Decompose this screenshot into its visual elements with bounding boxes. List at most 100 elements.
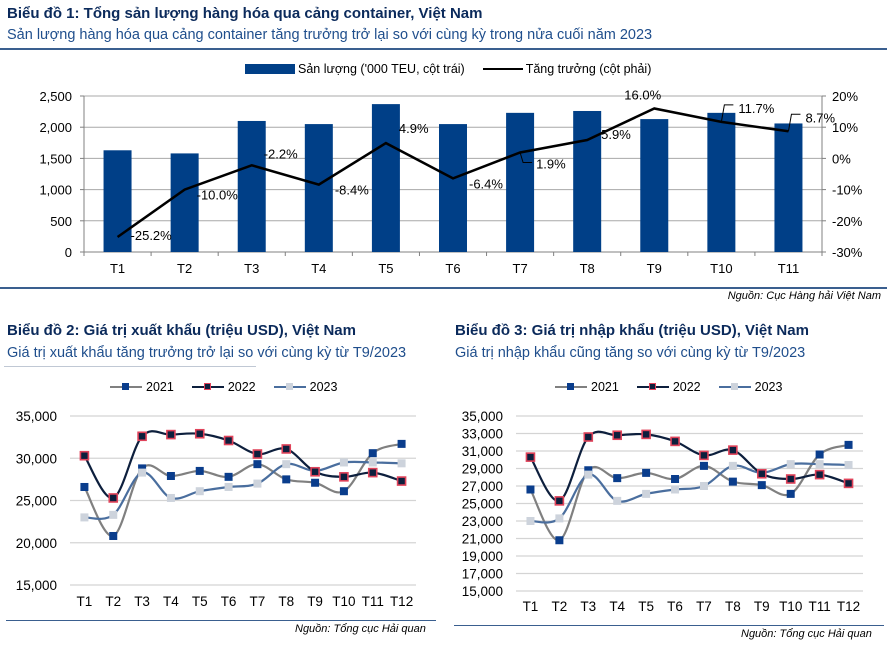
x-tick-label: T2	[105, 594, 121, 609]
chart2-subtitle: Giá trị xuất khẩu tăng trưởng trở lại so…	[7, 345, 407, 361]
data-label: -6.4%	[469, 176, 503, 191]
x-tick-label: T5	[638, 599, 654, 614]
data-point-2021	[815, 450, 824, 459]
legend-label-2021: 2021	[591, 380, 619, 394]
chart1-subtitle: Sản lượng hàng hóa qua cảng container tă…	[7, 27, 653, 43]
y-tick-label: 33,000	[462, 427, 503, 442]
x-tick-label: T4	[163, 594, 179, 609]
y-tick-label: 20,000	[16, 536, 57, 551]
data-point-2021	[195, 466, 204, 475]
x-tick-label: T2	[177, 261, 192, 276]
marker-square-icon	[122, 383, 129, 390]
data-point-2023	[613, 496, 622, 505]
data-point-2023	[671, 485, 680, 494]
data-point-2022	[339, 472, 349, 482]
data-point-2022	[166, 429, 176, 440]
x-tick-label: T8	[580, 261, 595, 276]
x-tick-label: T3	[134, 594, 150, 609]
data-point-2023	[642, 489, 651, 498]
chart3-footer-rule	[454, 625, 884, 626]
x-tick-label: T9	[754, 599, 770, 614]
chart1-footer-rule	[0, 287, 887, 289]
leader-line	[720, 104, 734, 122]
x-tick-label: T11	[778, 261, 799, 276]
legend-item-2023: 2023	[273, 380, 337, 394]
y-tick-label: 29,000	[462, 462, 503, 477]
data-point-2021	[584, 466, 593, 475]
chart2-plot: 15,000 20,000 25,000 30,000 35,000 T1 T2 T3 T4 T5…	[16, 409, 416, 609]
data-point-2022	[670, 436, 680, 447]
legend-item-2021: 2021	[110, 380, 174, 394]
data-label: -2.2%	[264, 146, 298, 161]
y-left-tick-label: 1,500	[39, 151, 72, 166]
data-label: 11.7%	[738, 101, 774, 116]
y-tick-label: 27,000	[462, 479, 503, 494]
data-point-2022	[194, 428, 205, 439]
data-point-2023	[253, 479, 262, 488]
x-tick-label: T9	[647, 261, 662, 276]
legend-item-2022: 2022	[191, 380, 256, 394]
chart3-plot: 15,000 17,000 19,000 21,000 23,000 25,000 27,0…	[462, 409, 863, 614]
data-label: 8.7%	[805, 110, 835, 125]
data-point-2021	[339, 487, 348, 496]
data-point-2023	[844, 461, 853, 469]
data-point-2023	[815, 460, 824, 469]
legend-label-volume: Sản lượng ('000 TEU, cột trái)	[298, 62, 465, 76]
x-tick-label: T11	[362, 594, 384, 609]
data-point-2023	[80, 513, 89, 522]
leader-line	[519, 152, 533, 163]
x-tick-label: T10	[332, 594, 355, 609]
y-tick-label: 17,000	[462, 567, 503, 582]
data-point-2022	[252, 449, 263, 459]
data-point-2021	[526, 485, 535, 494]
x-tick-label: T4	[311, 261, 326, 276]
x-tick-label: T7	[250, 594, 266, 609]
x-tick-label: T4	[609, 599, 625, 614]
x-tick-label: T3	[244, 261, 259, 276]
data-point-2023	[526, 517, 535, 525]
data-point-2022	[281, 444, 292, 454]
bar	[371, 104, 400, 252]
y-left-tick-label: 1,000	[39, 183, 72, 198]
data-point-2023	[584, 470, 593, 479]
y-tick-label: 25,000	[462, 497, 503, 512]
legend-item-2023: 2023	[718, 380, 782, 394]
data-point-2021	[642, 468, 651, 477]
data-point-2022	[785, 474, 796, 484]
data-point-2022	[641, 429, 651, 440]
data-label: 1.9%	[536, 156, 566, 171]
y-tick-label: 15,000	[462, 584, 503, 599]
y-tick-label: 19,000	[462, 549, 503, 564]
data-point-2022	[223, 435, 234, 446]
data-point-2022	[396, 476, 407, 486]
data-point-2021	[699, 461, 708, 470]
data-point-2021	[757, 481, 766, 490]
legend-label-2022: 2022	[227, 380, 256, 394]
data-point-2023	[368, 458, 377, 467]
legend-item-2022: 2022	[636, 380, 701, 394]
legend-item-growth: Tăng trưởng (cột phải)	[482, 62, 651, 76]
data-point-2021	[282, 475, 291, 484]
data-point-2021	[844, 440, 853, 449]
x-tick-label: T1	[523, 599, 539, 614]
x-tick-label: T1	[110, 261, 125, 276]
chart1-plot: 0 500 1,000 1,500 2,000 2,500 -30% -20% -10% 0% 10…	[39, 87, 862, 276]
chart2-source: Nguồn: Tổng cục Hải quan	[295, 623, 426, 635]
data-point-2021	[166, 471, 175, 480]
data-point-2023	[555, 514, 564, 523]
x-tick-label: T6	[667, 599, 683, 614]
bar	[506, 112, 535, 253]
data-point-2022	[728, 445, 738, 455]
y-tick-label: 31,000	[462, 444, 503, 459]
marker-square-icon	[648, 383, 656, 390]
chart3-source: Nguồn: Tổng cục Hải quan	[741, 628, 872, 640]
data-point-2023	[109, 510, 118, 519]
bar	[573, 110, 602, 252]
y-tick-label: 25,000	[16, 494, 57, 509]
y-left-tick-label: 500	[50, 214, 72, 229]
data-point-2022	[310, 466, 320, 477]
chart2-header-rule	[4, 366, 256, 367]
y-tick-label: 30,000	[16, 451, 57, 466]
data-point-2022	[843, 478, 854, 489]
x-tick-label: T12	[390, 594, 413, 609]
